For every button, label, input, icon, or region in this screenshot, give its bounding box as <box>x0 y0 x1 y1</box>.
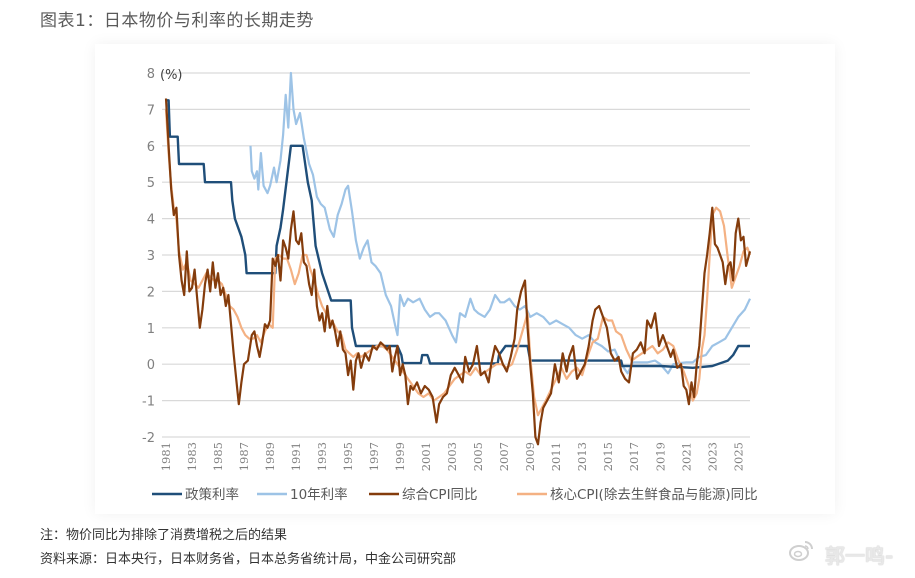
y-tick-label: 6 <box>147 140 155 155</box>
gridlines <box>162 72 750 438</box>
x-tick-label: 2013 <box>575 442 589 471</box>
x-tick-label: 2017 <box>627 442 641 471</box>
x-tick-label: 2003 <box>445 442 459 471</box>
legend-label: 政策利率 <box>185 486 239 503</box>
y-tick-label: 0 <box>147 358 155 373</box>
x-tick-label: 1989 <box>263 442 277 471</box>
y-tick-label: 3 <box>147 249 155 264</box>
series-line-2 <box>164 98 752 446</box>
x-tick-label: 2019 <box>653 442 667 471</box>
legend: 政策利率 10年利率 综合CPI同比 核心CPI(除去生鲜食品与能源)同比 <box>152 486 758 503</box>
legend-item: 政策利率 <box>152 486 239 503</box>
x-tick-label: 2011 <box>549 442 563 471</box>
x-tick-label: 2005 <box>471 442 485 471</box>
source-text: 资料来源：日本央行，日本财务省，日本总务省统计局，中金公司研究部 <box>40 552 457 567</box>
x-tick-label: 2021 <box>679 442 693 471</box>
x-tick-label: 1987 <box>237 442 251 471</box>
weibo-logo-icon <box>789 541 813 561</box>
legend-label: 核心CPI(除去生鲜食品与能源)同比 <box>550 486 758 503</box>
x-tick-label: 1985 <box>211 442 225 471</box>
legend-item: 10年利率 <box>257 486 348 503</box>
series-line-3 <box>164 109 752 417</box>
figure-title: 图表1：日本物价与利率的长期走势 <box>40 11 314 31</box>
x-tick-label: 2023 <box>705 442 719 471</box>
x-tick-label: 1993 <box>315 442 329 471</box>
x-tick-label: 1997 <box>367 442 381 471</box>
y-axis-ticks: 8 7 6 5 4 3 2 1 0 -1 -2 <box>142 67 155 446</box>
x-tick-label: 1983 <box>185 442 199 471</box>
y-tick-label: 5 <box>147 176 155 191</box>
y-tick-label: 8 <box>147 67 155 82</box>
legend-item: 综合CPI同比 <box>369 487 478 503</box>
series-line-1 <box>249 71 751 375</box>
y-tick-label: -1 <box>142 395 155 410</box>
legend-label: 10年利率 <box>290 486 348 503</box>
legend-label: 综合CPI同比 <box>402 487 478 503</box>
x-tick-label: 2009 <box>523 442 537 471</box>
series-lines <box>164 71 752 446</box>
x-tick-label: 2025 <box>731 442 745 471</box>
x-tick-label: 2015 <box>601 442 615 471</box>
x-tick-label: 1999 <box>393 442 407 471</box>
x-tick-label: 2001 <box>419 442 433 471</box>
x-tick-label: 1991 <box>289 442 303 471</box>
x-axis-ticks: 1981 1983 1985 1987 1989 1991 1993 1995 1997 1999… <box>159 442 745 471</box>
y-tick-label: 4 <box>147 213 155 228</box>
note-text: 注：物价同比为排除了消费增税之后的结果 <box>40 528 288 543</box>
y-tick-label: -2 <box>142 431 155 446</box>
y-tick-label: 1 <box>147 322 155 337</box>
watermark-text: 郭一鸣- <box>825 544 894 568</box>
series-line-0 <box>166 99 750 369</box>
y-tick-label: 7 <box>147 103 155 118</box>
x-tick-label: 1981 <box>159 442 173 471</box>
x-tick-label: 2007 <box>497 442 511 471</box>
y-axis-label: (%) <box>160 68 183 83</box>
x-tick-label: 1995 <box>341 442 355 471</box>
y-tick-label: 2 <box>147 285 155 300</box>
legend-item: 核心CPI(除去生鲜食品与能源)同比 <box>517 486 758 503</box>
